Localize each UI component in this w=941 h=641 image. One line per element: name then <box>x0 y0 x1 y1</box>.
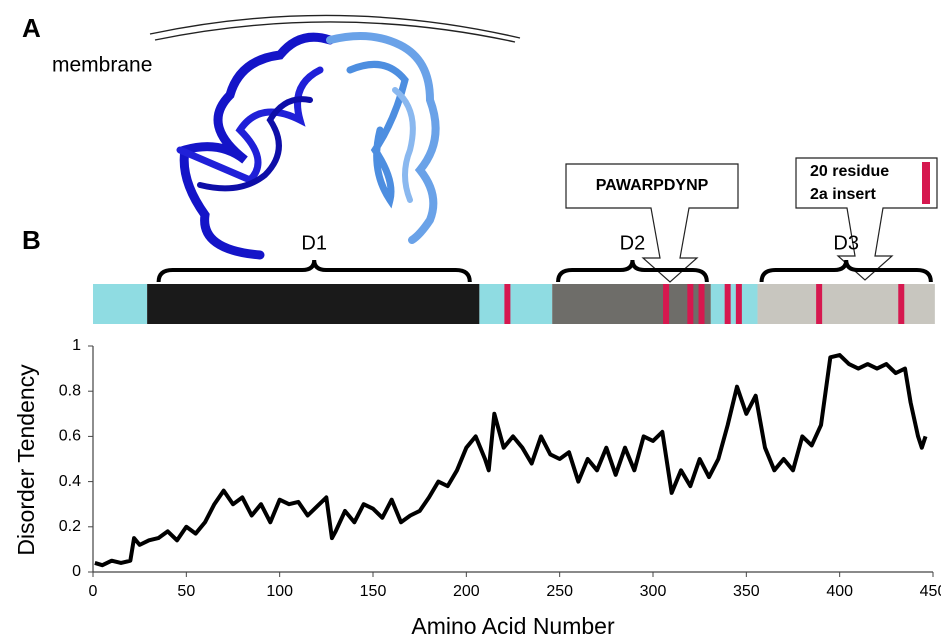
data-line <box>94 353 928 568</box>
membrane-line <box>149 14 521 39</box>
region <box>479 284 553 324</box>
region <box>552 284 711 324</box>
x-tick-label: 300 <box>640 583 667 600</box>
x-tick-label: 150 <box>360 583 387 600</box>
x-tick-label: 450 <box>920 583 941 600</box>
site <box>663 284 670 324</box>
panel-label: A <box>22 13 41 43</box>
domain-label: D3 <box>833 232 859 254</box>
region <box>147 284 480 324</box>
callout: 20 residue 2a insert <box>795 157 938 281</box>
insert-marker <box>922 162 930 204</box>
membrane-label: membrane <box>52 54 152 77</box>
y-tick-label: 0.6 <box>59 428 81 445</box>
site <box>898 284 905 324</box>
site <box>724 284 731 324</box>
x-tick-label: 0 <box>89 583 98 600</box>
domain-bracket <box>759 259 933 283</box>
site <box>687 284 694 324</box>
x-tick-label: 200 <box>453 583 480 600</box>
region <box>710 284 758 324</box>
callout-text: PAWARPDYNP <box>596 177 709 194</box>
x-tick-label: 100 <box>266 583 293 600</box>
callout-text: 2a insert <box>810 186 876 203</box>
x-tick-label: 50 <box>177 583 195 600</box>
y-tick-label: 0.4 <box>59 473 81 490</box>
site <box>735 284 742 324</box>
region <box>757 284 935 324</box>
y-tick-label: 0.8 <box>59 382 81 399</box>
x-tick-label: 350 <box>733 583 760 600</box>
protein-structure <box>176 32 440 260</box>
site <box>504 284 511 324</box>
domain-label: D1 <box>301 232 327 254</box>
y-axis-title: Disorder Tendency <box>13 364 39 556</box>
callout: PAWARPDYNP <box>565 163 739 283</box>
panel-label: B <box>22 225 41 255</box>
domain-bracket <box>556 259 709 283</box>
domain-label: D2 <box>620 232 646 254</box>
callout-text: 20 residue <box>810 163 889 180</box>
y-tick-label: 1 <box>72 337 81 354</box>
membrane-line <box>154 21 516 43</box>
region <box>93 284 148 324</box>
x-axis-title: Amino Acid Number <box>411 613 615 639</box>
y-tick-label: 0 <box>72 563 81 580</box>
x-tick-label: 400 <box>826 583 853 600</box>
site <box>698 284 705 324</box>
domain-bracket <box>156 259 472 283</box>
y-tick-label: 0.2 <box>59 518 81 535</box>
x-tick-label: 250 <box>546 583 573 600</box>
site <box>816 284 823 324</box>
